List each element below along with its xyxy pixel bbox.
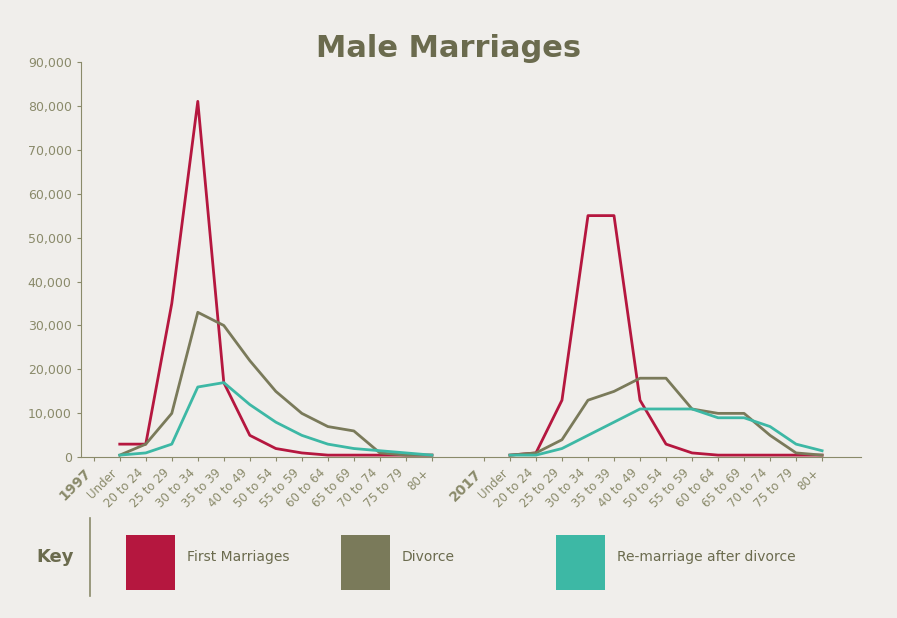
Text: Re-marriage after divorce: Re-marriage after divorce — [617, 550, 796, 564]
Text: First Marriages: First Marriages — [187, 550, 289, 564]
FancyBboxPatch shape — [556, 535, 605, 590]
Text: Male Marriages: Male Marriages — [316, 34, 581, 63]
FancyBboxPatch shape — [126, 535, 175, 590]
Text: Divorce: Divorce — [402, 550, 455, 564]
Text: Key: Key — [36, 548, 74, 566]
FancyBboxPatch shape — [341, 535, 390, 590]
